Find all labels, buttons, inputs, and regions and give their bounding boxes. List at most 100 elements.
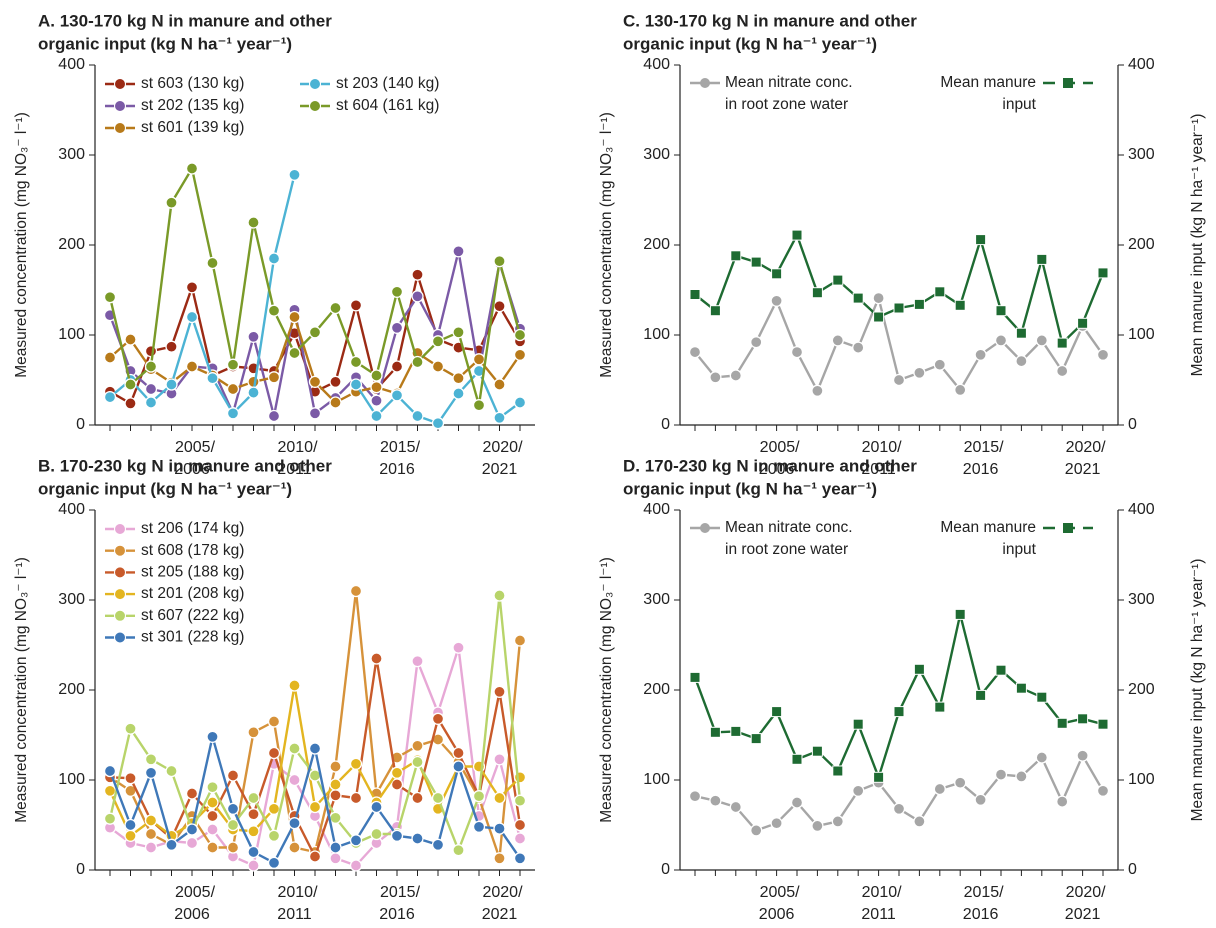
data-point: [370, 381, 383, 394]
legend-label: st 607 (222 kg): [141, 607, 244, 624]
data-point: [431, 838, 445, 851]
data-point: [1036, 691, 1048, 703]
data-point: [452, 844, 465, 857]
y-tick-label: 300: [58, 146, 85, 163]
y-tick-label: 300: [643, 591, 670, 608]
data-point: [103, 784, 117, 797]
data-point: [411, 355, 424, 369]
legend-marker: [114, 544, 126, 557]
legend-marker: [1063, 78, 1073, 88]
x-tick-label: 2010/2011: [861, 439, 902, 478]
data-point: [1035, 334, 1048, 347]
data-point: [308, 850, 322, 863]
data-point: [832, 765, 844, 777]
data-point: [431, 712, 445, 725]
data-point: [1076, 749, 1089, 762]
data-point: [329, 789, 342, 802]
legend-marker: [700, 523, 710, 533]
data-point: [124, 772, 137, 785]
data-point: [995, 305, 1007, 317]
legend-marker: [114, 122, 126, 134]
data-point: [329, 396, 342, 409]
data-point: [933, 782, 946, 796]
data-point: [349, 859, 363, 872]
data-point: [452, 326, 465, 339]
data-point: [872, 291, 885, 305]
data-point: [349, 791, 363, 805]
data-point: [689, 671, 701, 683]
data-point: [185, 787, 199, 800]
data-point: [431, 417, 445, 430]
data-point: [206, 781, 219, 794]
data-point: [185, 360, 199, 373]
data-point: [452, 245, 465, 258]
data-point: [831, 815, 844, 828]
data-point: [329, 841, 342, 854]
data-point: [1097, 718, 1109, 730]
data-point: [288, 817, 301, 830]
legend-label: st 604 (161 kg): [336, 97, 439, 114]
legend-marker: [1063, 523, 1073, 533]
series-line: [694, 233, 1105, 345]
legend-label: input: [1002, 96, 1036, 113]
legend-label: in root zone water: [725, 96, 848, 113]
data-point: [206, 841, 219, 854]
data-point: [288, 346, 301, 360]
data-point: [730, 250, 742, 262]
data-point: [513, 832, 527, 845]
legend-label: st 202 (135 kg): [141, 97, 244, 114]
data-point: [493, 852, 506, 865]
data-point: [390, 321, 404, 334]
data-point: [431, 791, 445, 805]
data-point: [329, 375, 342, 388]
data-point: [206, 823, 219, 836]
data-point: [791, 753, 803, 765]
data-point: [852, 718, 864, 730]
data-point: [1096, 784, 1110, 797]
data-point: [974, 793, 987, 806]
data-point: [308, 326, 322, 339]
data-point: [267, 746, 281, 760]
data-point: [472, 820, 486, 833]
data-point: [493, 589, 506, 602]
y-tick-label: 0: [661, 416, 670, 433]
data-point: [206, 730, 219, 743]
data-point: [267, 802, 281, 815]
y-tick-label: 200: [643, 681, 670, 698]
data-point: [144, 753, 158, 766]
y-tick-label: 400: [58, 501, 85, 518]
data-point: [185, 310, 199, 324]
legend-label: Mean nitrate conc.: [725, 74, 853, 91]
data-point: [144, 396, 158, 409]
data-point: [206, 256, 219, 270]
y2-tick-label: 400: [1128, 56, 1155, 73]
y2-tick-label: 400: [1128, 501, 1155, 518]
y2-tick-label: 0: [1128, 416, 1137, 433]
data-point: [913, 366, 926, 379]
data-point: [247, 825, 260, 838]
legend-label: Mean manure: [940, 74, 1036, 91]
data-point: [411, 268, 424, 281]
x-tick-label: 2015/2016: [379, 884, 420, 923]
data-point: [267, 252, 281, 265]
data-point: [954, 776, 967, 789]
data-point: [994, 334, 1008, 347]
data-point: [750, 256, 762, 268]
data-point: [513, 396, 527, 409]
data-point: [873, 311, 885, 323]
data-point: [770, 817, 783, 830]
data-point: [790, 796, 804, 809]
data-point: [1056, 337, 1068, 349]
data-point: [750, 733, 762, 745]
data-point: [165, 196, 178, 209]
y-tick-label: 100: [58, 326, 85, 343]
data-point: [893, 706, 905, 718]
data-point: [513, 328, 527, 342]
data-point: [247, 216, 260, 229]
data-point: [974, 348, 987, 361]
y-tick-label: 400: [58, 56, 85, 73]
data-point: [288, 742, 301, 755]
data-point: [750, 336, 763, 349]
data-point: [730, 725, 742, 737]
legend-marker: [309, 78, 321, 90]
